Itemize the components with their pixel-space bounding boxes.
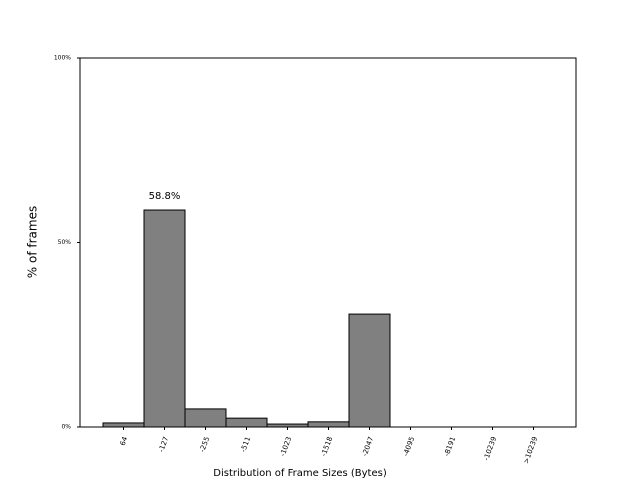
bar [225, 417, 268, 428]
x-tick-label: -1518 [320, 436, 334, 458]
y-tick-label: 50% [58, 239, 72, 246]
x-tick-label: -10239 [482, 436, 498, 462]
bar [102, 422, 145, 428]
y-tick-label: 100% [54, 55, 71, 62]
x-tick-label: -255 [198, 436, 211, 454]
value-label: 58.8% [149, 191, 181, 202]
x-tick-label: -127 [157, 436, 170, 454]
bar [348, 313, 391, 428]
bar [266, 423, 309, 428]
x-tick-label: -1023 [279, 436, 293, 458]
x-axis-label: Distribution of Frame Sizes (Bytes) [213, 468, 387, 479]
x-tick-label: -8191 [443, 436, 457, 458]
x-tick-label: -2047 [361, 436, 375, 458]
y-tick-label: 0% [61, 424, 71, 431]
bar [143, 209, 186, 428]
x-tick-label: >10239 [522, 436, 539, 465]
bar [307, 421, 350, 428]
y-axis-label: % of frames [26, 206, 40, 278]
x-tick-label: 64 [119, 435, 130, 447]
x-tick-label: -4095 [402, 436, 416, 458]
bar [184, 408, 227, 428]
x-tick-label: -511 [239, 436, 252, 454]
